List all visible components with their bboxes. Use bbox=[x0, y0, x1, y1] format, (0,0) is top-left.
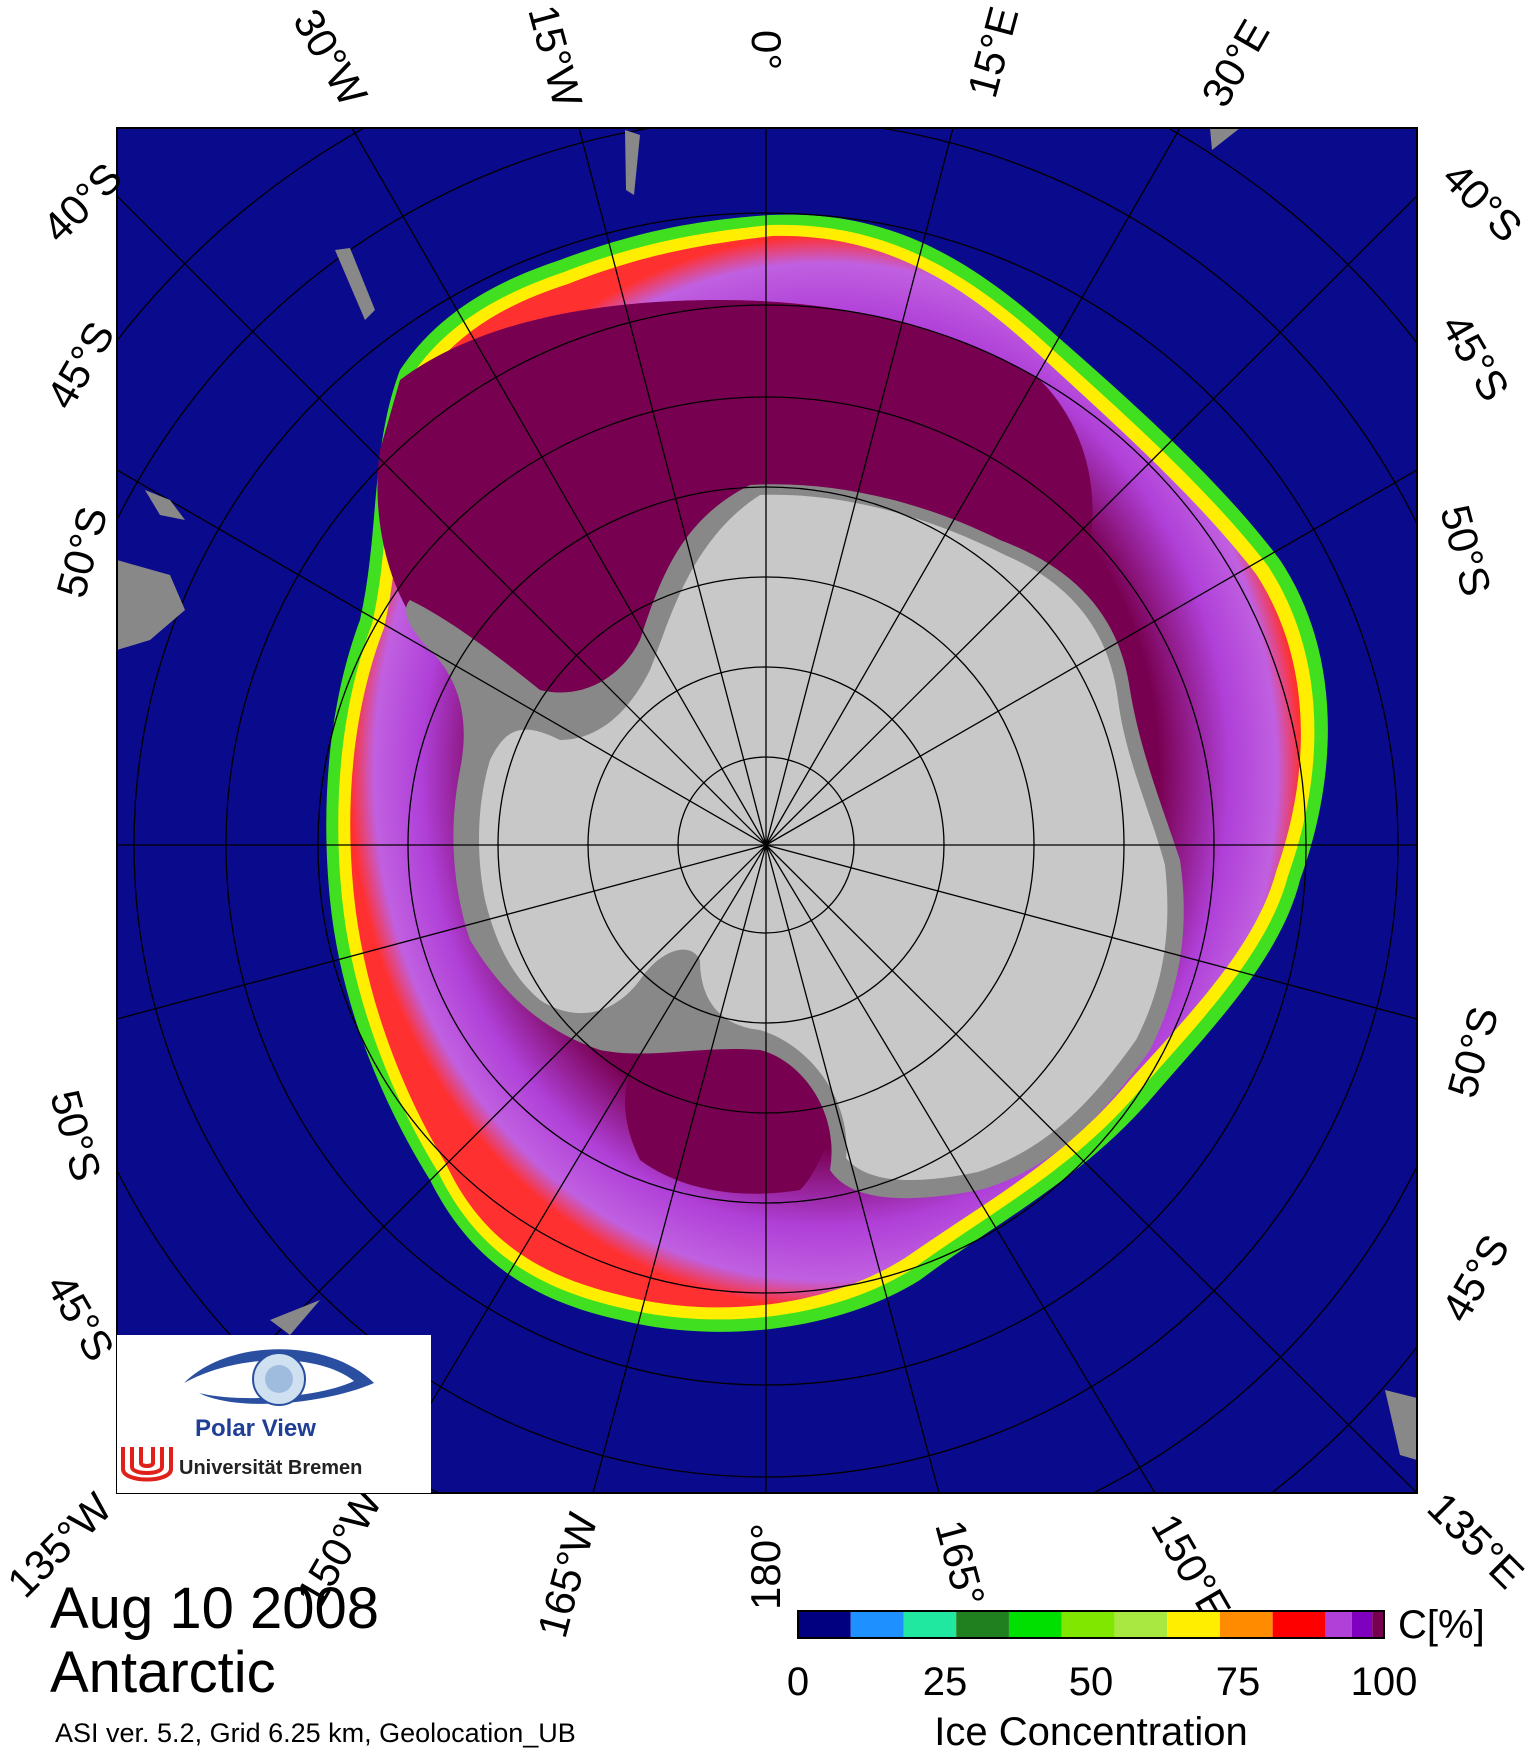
map-date: Aug 10 2008 bbox=[50, 1576, 379, 1641]
colorbar-tick-25: 25 bbox=[923, 1660, 968, 1704]
eye-icon bbox=[184, 1349, 374, 1406]
antarctica-ice-sheet bbox=[478, 494, 1168, 1181]
colorbar-cell bbox=[1219, 1611, 1273, 1638]
colorbar-tick-75: 75 bbox=[1216, 1660, 1261, 1704]
colorbar-cell bbox=[1061, 1611, 1115, 1638]
island-left bbox=[335, 248, 375, 320]
colorbar-cell bbox=[1008, 1611, 1062, 1638]
ross-sea-ice bbox=[625, 1056, 833, 1194]
colorbar-tick-0: 0 bbox=[787, 1660, 809, 1704]
island-south-georgia bbox=[625, 130, 640, 195]
polar-view-logo: Polar View Universität Bremen bbox=[117, 1335, 431, 1493]
lon-label-165w: 165°W bbox=[528, 1508, 606, 1643]
lon-label-15w: 15°W bbox=[519, 0, 591, 112]
lat-label-right-45s-lower: 45°S bbox=[1432, 1227, 1518, 1330]
colorbar-unit: C[%] bbox=[1398, 1603, 1485, 1647]
map-region: Antarctic bbox=[50, 1640, 276, 1705]
graticule bbox=[117, 128, 1417, 1493]
colorbar-cell bbox=[1167, 1611, 1220, 1638]
island-right-top bbox=[1210, 128, 1240, 150]
colorbar-title: Ice Concentration bbox=[934, 1710, 1248, 1752]
lat-label-right-40s: 40°S bbox=[1434, 153, 1531, 251]
map-frame bbox=[116, 127, 1418, 1494]
colorbar-cell bbox=[1272, 1611, 1326, 1638]
land-new-zealand bbox=[1385, 1390, 1417, 1460]
lon-label-30w: 30°W bbox=[284, 1, 376, 114]
lon-label-15e: 15°E bbox=[958, 2, 1027, 103]
colorbar-cell bbox=[1351, 1611, 1373, 1638]
island-bottom-left bbox=[270, 1300, 320, 1335]
lon-label-0: 0° bbox=[743, 30, 790, 70]
lon-label-180: 180° bbox=[742, 1523, 789, 1610]
weddell-sea-ice bbox=[377, 300, 1093, 700]
lon-label-30e: 30°E bbox=[1192, 12, 1278, 115]
lon-label-165e: 165° bbox=[926, 1515, 994, 1611]
colorbar-cell bbox=[1114, 1611, 1168, 1638]
logo-polar-view: Polar View bbox=[195, 1415, 316, 1442]
lat-label-right-50s-lower: 50°S bbox=[1438, 1002, 1507, 1103]
colorbar-tick-100: 100 bbox=[1351, 1660, 1418, 1704]
lon-label-135e: 135°E bbox=[1419, 1483, 1531, 1597]
colorbar-cell bbox=[850, 1611, 904, 1638]
land-south-america bbox=[117, 560, 185, 650]
lat-label-left-45s: 45°S bbox=[37, 314, 123, 417]
map-metadata: ASI ver. 5.2, Grid 6.25 km, Geolocation_… bbox=[55, 1718, 576, 1748]
lat-label-left-50s: 50°S bbox=[47, 502, 116, 603]
colorbar-tick-50: 50 bbox=[1069, 1660, 1114, 1704]
right-latitude-labels: 40°S 45°S 50°S 50°S 45°S bbox=[1431, 153, 1531, 1329]
logo-universitat-bremen: Universität Bremen bbox=[179, 1457, 363, 1479]
colorbar-cell bbox=[903, 1611, 957, 1638]
lat-label-right-45s: 45°S bbox=[1432, 306, 1518, 409]
lat-label-left-45s-lower: 45°S bbox=[37, 1266, 123, 1369]
uni-bremen-icon bbox=[121, 1447, 173, 1482]
colorbar-cell bbox=[798, 1611, 851, 1638]
lat-label-right-50s: 50°S bbox=[1431, 500, 1500, 601]
colorbar-cell bbox=[1372, 1611, 1384, 1638]
lat-label-left-50s-lower: 50°S bbox=[41, 1085, 110, 1186]
colorbar-cell bbox=[1325, 1611, 1352, 1638]
colorbar: C[%] 0 25 50 75 100 Ice Concentration bbox=[787, 1603, 1485, 1752]
island-left-2 bbox=[145, 490, 185, 520]
colorbar-frame bbox=[797, 1610, 1385, 1639]
colorbar-cell bbox=[956, 1611, 1009, 1638]
top-longitude-labels: 30°W 15°W 0° 15°E 30°E bbox=[284, 0, 1278, 114]
